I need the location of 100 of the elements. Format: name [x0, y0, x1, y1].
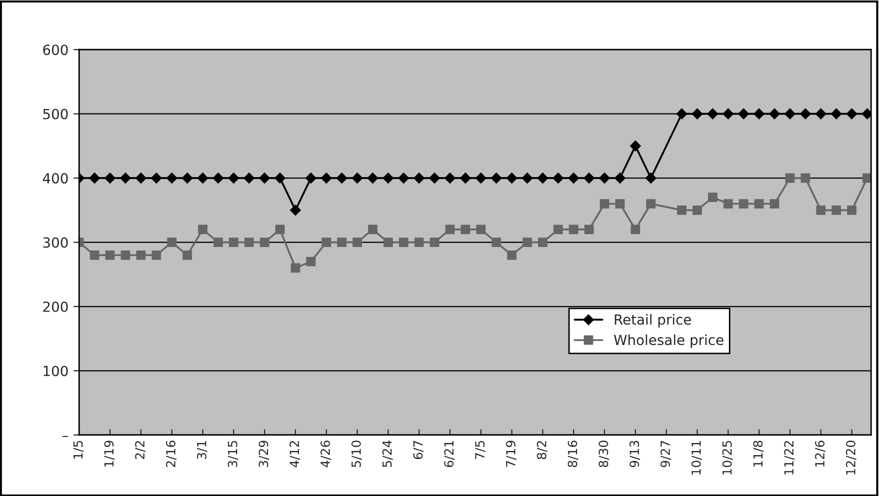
- point: [645, 172, 656, 184]
- point: [492, 238, 502, 247]
- point: [414, 172, 425, 184]
- point: [847, 205, 856, 215]
- point: [538, 238, 548, 247]
- point: [306, 256, 316, 266]
- point: [584, 172, 594, 184]
- point: [722, 108, 734, 120]
- x-tick-label: 1/5: [73, 440, 84, 459]
- point: [104, 172, 116, 184]
- x-tick-label: 2/2: [135, 441, 146, 460]
- point: [89, 172, 100, 184]
- point: [630, 224, 640, 234]
- point: [707, 108, 718, 120]
- point: [692, 108, 703, 120]
- point: [800, 108, 811, 120]
- point: [445, 224, 455, 234]
- point: [537, 172, 548, 184]
- point: [337, 238, 346, 247]
- x-tick-label: 4/12: [290, 441, 300, 468]
- point: [754, 199, 764, 208]
- point: [228, 238, 238, 247]
- point: [507, 250, 516, 260]
- point: [244, 172, 255, 184]
- point: [290, 204, 301, 216]
- point: [430, 238, 440, 247]
- point: [260, 238, 270, 247]
- point: [676, 108, 688, 120]
- point: [785, 173, 795, 183]
- legend-label: Retail price: [614, 314, 691, 328]
- x-tick-label: 12/20: [846, 440, 856, 475]
- point: [784, 108, 796, 120]
- point: [584, 224, 594, 234]
- point: [600, 199, 610, 208]
- point: [522, 238, 532, 247]
- point: [167, 238, 177, 247]
- y-tick-label: 100: [44, 366, 68, 376]
- x-tick-label: 5/10: [351, 440, 362, 467]
- point: [166, 172, 178, 184]
- point: [769, 108, 780, 120]
- point: [708, 192, 718, 202]
- point: [368, 224, 378, 234]
- legend-label: Wholesale price: [614, 334, 724, 348]
- x-tick-label: 10/25: [722, 440, 733, 475]
- point: [398, 238, 408, 247]
- point: [182, 172, 193, 184]
- point: [90, 250, 100, 260]
- x-tick-label: 2/16: [166, 440, 176, 468]
- point: [120, 172, 131, 184]
- x-tick-label: 3/15: [228, 440, 238, 467]
- point: [490, 172, 502, 184]
- point: [862, 173, 872, 183]
- y-tick-label: 400: [42, 173, 68, 184]
- y-tick-label: 300: [43, 237, 68, 248]
- point: [460, 224, 470, 234]
- point: [398, 172, 410, 184]
- point: [816, 205, 826, 215]
- x-tick-label: 11/8: [753, 440, 764, 467]
- point: [692, 205, 702, 215]
- point: [522, 172, 533, 184]
- point: [320, 172, 332, 184]
- point: [259, 172, 270, 184]
- point: [444, 172, 456, 184]
- point: [136, 250, 146, 260]
- x-tick-label: 3/29: [258, 440, 270, 467]
- point: [770, 199, 780, 208]
- point: [815, 108, 826, 120]
- point: [105, 250, 115, 260]
- point: [846, 108, 858, 120]
- point: [150, 172, 162, 184]
- point: [630, 140, 641, 152]
- point: [322, 238, 332, 247]
- point: [614, 172, 626, 184]
- point: [646, 199, 656, 208]
- y-tick-label: 600: [43, 44, 68, 56]
- x-tick-label: 7/19: [506, 440, 516, 467]
- point: [553, 224, 563, 234]
- point: [228, 172, 240, 184]
- point: [738, 108, 750, 120]
- point: [832, 205, 842, 215]
- point: [305, 172, 316, 184]
- point: [120, 250, 130, 260]
- x-tick-label: 8/2: [536, 441, 548, 460]
- point: [568, 224, 578, 234]
- point: [135, 172, 146, 184]
- point: [352, 238, 362, 247]
- point: [460, 172, 471, 184]
- point: [290, 263, 300, 273]
- point: [367, 172, 378, 184]
- point: [476, 224, 486, 234]
- point: [275, 224, 285, 234]
- x-tick-label: 6/21: [444, 441, 455, 468]
- point: [677, 205, 686, 215]
- point: [800, 173, 810, 183]
- point: [552, 172, 564, 184]
- point: [244, 238, 254, 247]
- point: [830, 108, 842, 120]
- point: [506, 172, 518, 184]
- point: [383, 238, 393, 247]
- point: [738, 199, 748, 208]
